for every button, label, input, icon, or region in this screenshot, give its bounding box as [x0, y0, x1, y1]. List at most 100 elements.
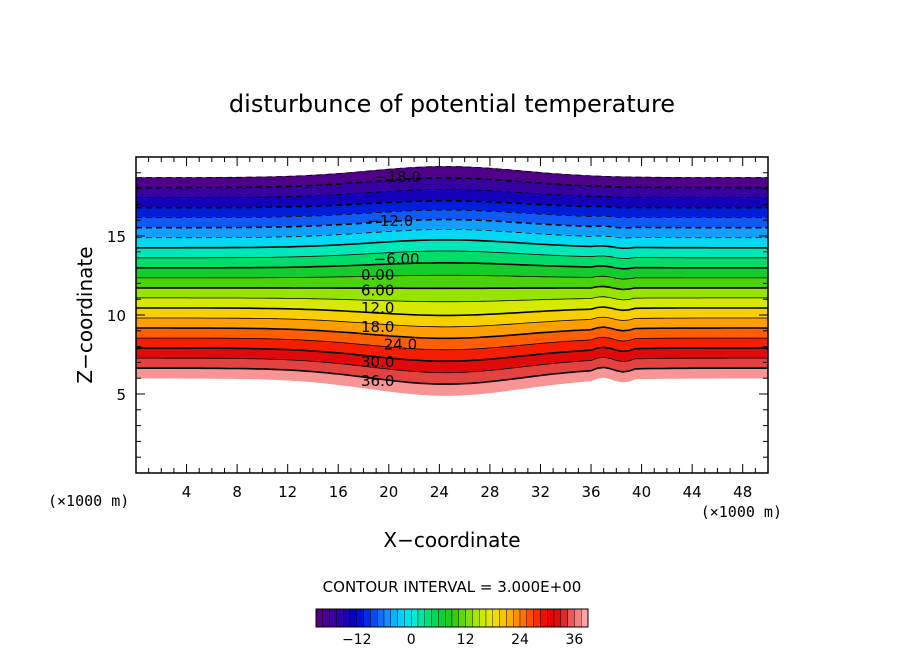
contour-label: −12.0: [367, 212, 413, 230]
contour-line: [136, 177, 768, 189]
colorbar-cell: [567, 608, 575, 628]
contour-line: [136, 166, 768, 178]
contour-line: [136, 326, 768, 340]
contour-line: [136, 209, 768, 219]
colorbar-cell: [424, 608, 432, 628]
contour-line: [136, 274, 768, 280]
colorbar-cell: [540, 608, 548, 628]
colorbar: −12 0 12 24 36: [315, 608, 589, 648]
contour-label: 12.0: [361, 299, 394, 317]
plot-area: [136, 166, 768, 396]
x-unit-left: (×1000 m): [48, 492, 129, 510]
x-tick-label: 12: [278, 483, 297, 501]
colorbar-cell: [472, 608, 480, 628]
x-tick-label: 28: [480, 483, 499, 501]
colorbar-cell: [431, 608, 439, 628]
x-tick-label: 32: [531, 483, 550, 501]
colorbar-cell: [451, 608, 460, 628]
x-tick-label: 24: [430, 483, 449, 501]
colorbar-cell: [485, 608, 494, 628]
colorbar-cell: [411, 608, 419, 628]
colorbar-tick-label: −12: [342, 632, 372, 648]
colorbar-cell: [343, 608, 351, 628]
x-tick-label: 40: [632, 483, 651, 501]
y-tick-label: 15: [107, 228, 126, 246]
colorbar-cell: [553, 608, 561, 628]
x-tick-label: 8: [232, 483, 242, 501]
contour-label: 24.0: [384, 335, 417, 353]
contour-line: [136, 346, 768, 362]
colorbar-cell: [356, 608, 364, 628]
contour-line: [136, 336, 768, 351]
colorbar-frame: [315, 608, 589, 628]
colorbar-cell: [458, 608, 466, 628]
x-tick-label: 20: [379, 483, 398, 501]
y-axis-label: Z−coordinate: [73, 246, 97, 383]
colorbar-tick-label: 36: [565, 632, 583, 648]
contour-label: 18.0: [361, 318, 394, 336]
colorbar-cell: [560, 608, 568, 628]
contour-line: [136, 285, 768, 291]
colorbar-cell: [438, 608, 446, 628]
x-tick-label: 36: [581, 483, 600, 501]
contour-line: [136, 239, 768, 250]
contour-line: [136, 199, 768, 209]
colorbar-ticks: −12 0 12 24 36: [342, 632, 583, 648]
colorbar-cell: [479, 608, 487, 628]
contour-line: [136, 366, 768, 385]
contour-label: 0.00: [361, 266, 394, 284]
contour-label-group: −18.0 −12.0 −6.000.006.0012.018.024.030.03…: [361, 168, 421, 390]
colorbar-cell: [445, 608, 453, 628]
colorbar-cell: [526, 608, 534, 628]
contour-label: 30.0: [361, 353, 394, 371]
contour-label: 36.0: [361, 372, 394, 390]
contour-line: [136, 316, 768, 328]
x-tick-label: 16: [329, 483, 348, 501]
colorbar-tick-label: 12: [457, 632, 475, 648]
contour-line: [136, 189, 768, 198]
x-tick-label: 48: [733, 483, 752, 501]
x-axis-label: X−coordinate: [383, 528, 520, 552]
contour-label: −6.00: [374, 250, 420, 268]
colorbar-cell: [499, 608, 507, 628]
colorbar-cells: [315, 608, 589, 628]
colorbar-tick-label: 24: [511, 632, 529, 648]
colorbar-cell: [315, 608, 324, 628]
contour-line: [136, 296, 768, 303]
contour-line: [136, 229, 768, 239]
colorbar-cell: [574, 608, 582, 628]
x-tick-label: 44: [683, 483, 702, 501]
colorbar-cell: [492, 608, 500, 628]
colorbar-cell: [329, 608, 337, 628]
colorbar-cell: [349, 608, 358, 628]
x-tick-label: 4: [182, 483, 192, 501]
contour-interval-text: CONTOUR INTERVAL = 3.000E+00: [323, 578, 582, 596]
x-unit-right: (×1000 m): [701, 503, 782, 521]
colorbar-cell: [417, 608, 426, 628]
contour-label: 6.00: [361, 282, 394, 300]
colorbar-cell: [547, 608, 555, 628]
colorbar-cell: [506, 608, 514, 628]
colorbar-cell: [390, 608, 398, 628]
colorbar-cell: [370, 608, 378, 628]
colorbar-cell: [363, 608, 371, 628]
colorbar-cell: [383, 608, 392, 628]
contour-line: [136, 306, 768, 317]
colorbar-cell: [533, 608, 541, 628]
contour-line: [136, 250, 768, 259]
colorbar-cell: [397, 608, 405, 628]
contour-line: [136, 262, 768, 270]
colorbar-cell: [322, 608, 330, 628]
colorbar-cell: [581, 608, 589, 628]
contour-lines: [136, 166, 768, 385]
colorbar-cell: [513, 608, 521, 628]
colorbar-cell: [465, 608, 473, 628]
y-tick-label: 10: [107, 307, 126, 325]
contour-label: −18.0: [375, 168, 421, 186]
contour-line: [136, 356, 768, 374]
colorbar-cell: [404, 608, 412, 628]
colorbar-tick-label: 0: [407, 632, 416, 648]
colorbar-cell: [519, 608, 527, 628]
y-tick-label: 5: [116, 386, 126, 404]
